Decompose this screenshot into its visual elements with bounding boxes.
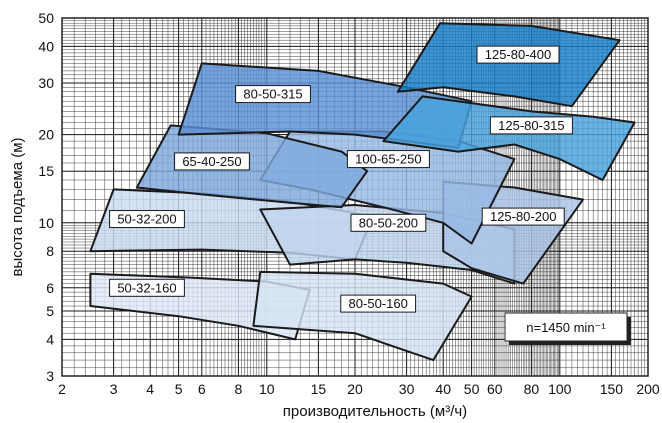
note-box-frame: [504, 312, 628, 342]
x-tick-label: 40: [435, 381, 451, 397]
y-tick-labels: 3 4 5 6 8 10 15 20 30 40 50: [38, 10, 54, 384]
zone-label-box: [489, 116, 573, 135]
zone-label-box: [346, 150, 430, 169]
zone-label-80-50-200: 80-50-200: [359, 215, 418, 230]
zone-label-125-80-200: 125-80-200: [490, 209, 557, 224]
x-tick-label: 200: [636, 381, 660, 397]
x-tick-label: 30: [399, 381, 415, 397]
zone-125-80-400: [396, 22, 621, 108]
y-tick-label: 6: [46, 280, 54, 296]
zone-label-65-40-250: 65-40-250: [182, 154, 241, 169]
x-tick-labels: 2 3 4 5 6 8 10 15 20 30 40 50 60 80 100 150 200: [58, 381, 660, 397]
x-tick-label: 60: [487, 381, 503, 397]
y-tick-label: 5: [46, 303, 54, 319]
y-tick-label: 40: [38, 38, 54, 54]
zone-label-box: [481, 207, 565, 226]
x-tick-label: 100: [548, 381, 572, 397]
x-tick-label: 80: [524, 381, 540, 397]
x-tick-label: 2: [58, 381, 66, 397]
zone-labels: 50-32-160 80-50-160 50-32-200 80-50-200 125-…: [109, 45, 573, 313]
pump-zones: [89, 22, 636, 362]
zone-label-box: [109, 210, 185, 229]
x-tick-label: 10: [259, 381, 275, 397]
x-tick-label: 50: [464, 381, 480, 397]
zone-label-box: [109, 278, 185, 297]
zone-label-box: [235, 85, 311, 104]
x-tick-label: 4: [146, 381, 154, 397]
y-tick-label: 50: [38, 10, 54, 26]
y-tick-label: 3: [46, 368, 54, 384]
x-tick-label: 3: [110, 381, 118, 397]
y-axis-title: высота подъема (м): [9, 137, 26, 276]
y-tick-label: 8: [46, 243, 54, 259]
x-tick-label: 20: [347, 381, 363, 397]
zone-label-100-65-250: 100-65-250: [355, 152, 422, 167]
y-tick-label: 10: [38, 215, 54, 231]
zone-label-50-32-200: 50-32-200: [117, 212, 176, 227]
speed-note: n=1450 min⁻¹: [504, 312, 631, 345]
y-tick-label: 20: [38, 127, 54, 143]
zone-label-125-80-315: 125-80-315: [498, 118, 565, 133]
zone-label-125-80-400: 125-80-400: [485, 47, 552, 62]
zone-label-box: [174, 152, 250, 171]
x-tick-label: 6: [198, 381, 206, 397]
zone-label-box: [340, 294, 417, 313]
zone-label-box: [350, 213, 427, 232]
speed-note-text: n=1450 min⁻¹: [526, 320, 606, 335]
x-axis-title: производительность (м³/ч): [283, 403, 467, 420]
y-tick-label: 15: [38, 163, 54, 179]
zone-label-box: [476, 45, 560, 64]
x-tick-label: 150: [600, 381, 624, 397]
y-tick-label: 4: [46, 331, 54, 347]
plot-frame: [61, 17, 649, 377]
zone-label-50-32-160: 50-32-160: [117, 280, 176, 295]
y-tick-label: 30: [38, 75, 54, 91]
x-tick-label: 5: [175, 381, 183, 397]
zone-80-50-160: [252, 270, 473, 362]
x-tick-label: 8: [235, 381, 243, 397]
zone-label-80-50-315: 80-50-315: [243, 87, 302, 102]
zone-65-40-250: [135, 124, 369, 209]
x-tick-label: 15: [311, 381, 327, 397]
zone-label-80-50-160: 80-50-160: [349, 296, 408, 311]
